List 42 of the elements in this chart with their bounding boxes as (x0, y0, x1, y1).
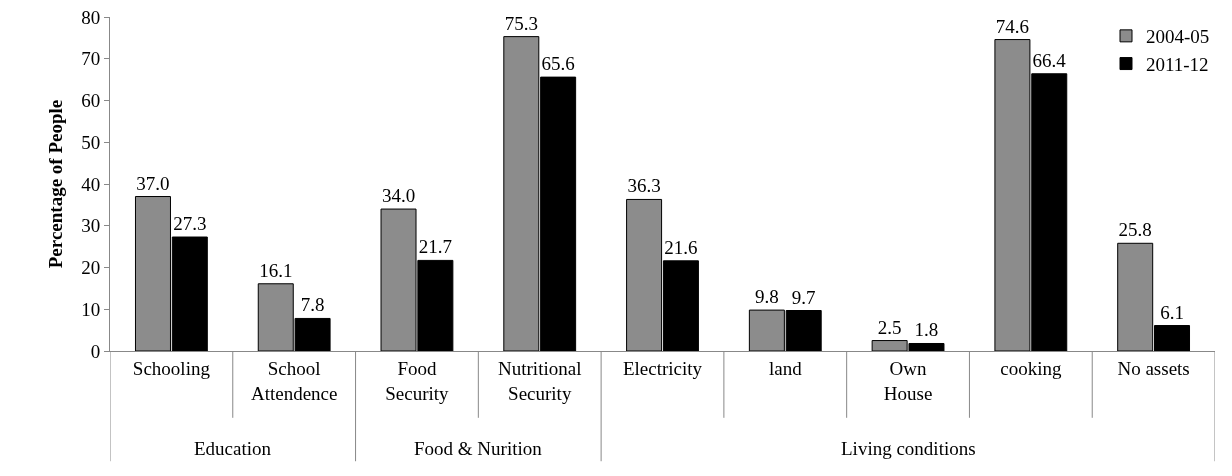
x-tick-label: land (768, 357, 803, 379)
data-label: 16.1 (259, 259, 293, 281)
y-tick-label: 50 (81, 131, 101, 153)
data-label: 7.8 (300, 294, 325, 316)
data-label: 74.6 (995, 15, 1030, 37)
data-label: 1.8 (914, 319, 939, 341)
x-tick-label: School Attendence (250, 357, 338, 404)
data-label: 6.1 (1160, 301, 1184, 323)
y-tick-label: 70 (81, 48, 101, 70)
data-label: 75.3 (504, 12, 538, 34)
data-label: 21.7 (418, 236, 452, 258)
data-label: 25.8 (1118, 219, 1152, 241)
y-tick-label: 60 (81, 90, 101, 112)
y-tick-label: 10 (81, 298, 101, 320)
data-label: 36.3 (627, 175, 661, 197)
data-label: 21.6 (664, 236, 698, 258)
x-tick-label: Nutritional Security (498, 357, 582, 404)
text: Living conditions (841, 438, 976, 459)
data-label: 27.3 (173, 213, 207, 235)
y-tick-label: 20 (81, 257, 101, 279)
data-label: 37.0 (136, 172, 170, 194)
data-label: 66.4 (1032, 49, 1067, 71)
y-axis-title: Percentage of People (45, 99, 66, 269)
y-tick-label: 0 (90, 340, 101, 362)
text: Food & Nurition (414, 438, 543, 459)
y-tick-label: 40 (81, 173, 101, 195)
text: Education (194, 438, 272, 459)
data-label: 9.8 (754, 286, 779, 308)
y-tick-label: 80 (81, 6, 101, 28)
legend-label: 2011-12 (1146, 53, 1209, 75)
data-label: 34.0 (381, 185, 416, 207)
x-tick-label: Electricity (622, 357, 703, 379)
x-tick-label: Food Security (385, 357, 450, 404)
x-tick-label: No assets (1117, 357, 1190, 379)
data-label: 9.7 (791, 286, 816, 308)
data-label: 2.5 (877, 316, 902, 338)
x-tick-label: Own House (883, 357, 933, 404)
x-tick-label: cooking (1000, 357, 1062, 379)
data-label: 65.6 (541, 53, 575, 75)
y-tick-label: 30 (81, 215, 101, 237)
x-tick-label: Schooling (132, 357, 211, 379)
legend-label: 2004-05 (1146, 26, 1210, 48)
